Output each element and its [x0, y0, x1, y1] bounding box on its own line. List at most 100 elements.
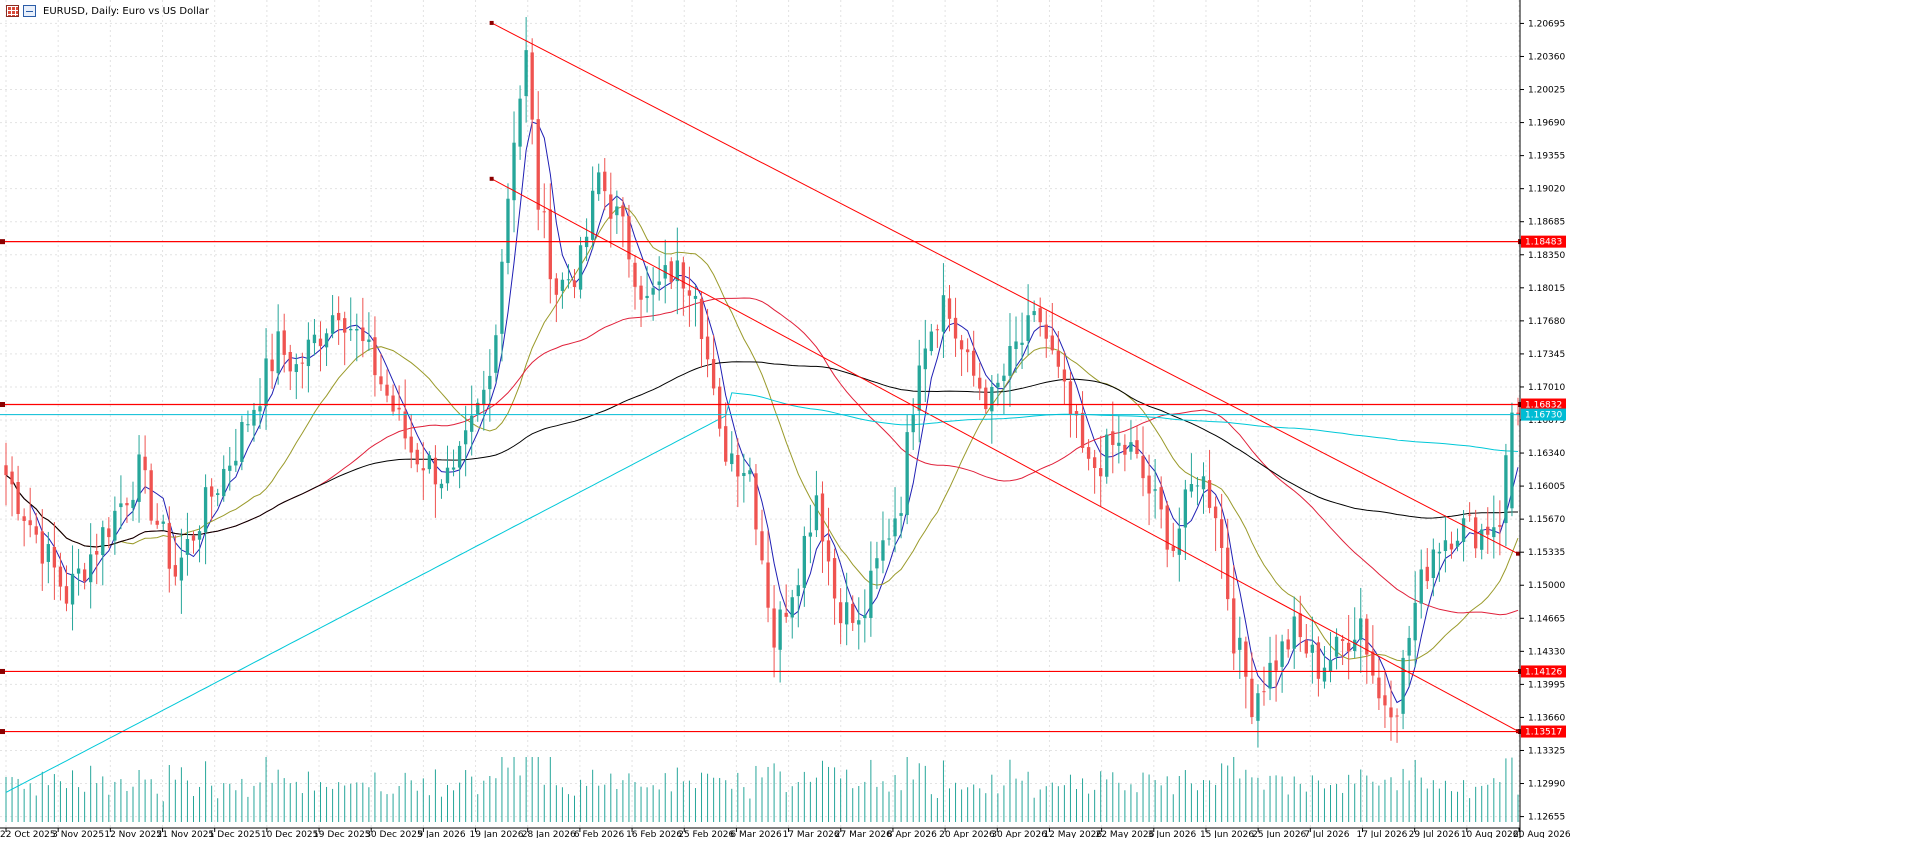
candle-body	[403, 411, 407, 439]
candle-bear	[1371, 625, 1375, 684]
price-tick-label: 1.13325	[1528, 746, 1565, 756]
trendline-anchor	[489, 176, 494, 181]
candle-body	[4, 465, 8, 476]
candle-bull	[1256, 684, 1260, 748]
candle-body	[548, 209, 552, 280]
candle-body	[1467, 514, 1472, 516]
candle-bull	[1461, 510, 1466, 562]
candle-body	[470, 415, 474, 432]
candle-bull	[185, 512, 190, 576]
candle-bear	[1449, 531, 1454, 559]
candle-body	[16, 481, 20, 514]
candle-body	[857, 620, 861, 625]
candle-bear	[173, 535, 178, 586]
date-tick-label: 12 May 2026	[1043, 830, 1102, 838]
candle-bear	[1340, 634, 1345, 666]
candle-body	[615, 206, 619, 216]
candle-body	[1437, 551, 1442, 554]
candle-body	[899, 513, 903, 516]
candle-bull	[470, 385, 474, 456]
date-tick-label: 20 Aug 2026	[1513, 830, 1571, 838]
candle-bear	[1377, 658, 1381, 711]
candle-bear	[155, 503, 159, 529]
candle-bear	[1232, 565, 1236, 671]
candle-body	[10, 471, 14, 485]
candle-body	[76, 568, 81, 574]
price-tick-label: 1.20360	[1528, 52, 1565, 62]
candle-bull	[875, 541, 879, 590]
candle-bear	[361, 297, 365, 358]
candle-bear	[766, 530, 770, 623]
candle-bear	[935, 324, 940, 348]
candle-body	[929, 331, 934, 352]
candle-bear	[282, 313, 286, 373]
candle-body	[1014, 341, 1018, 350]
candle-bull	[482, 370, 486, 431]
price-tick-label: 1.14330	[1528, 647, 1565, 657]
candle-bull	[427, 451, 432, 474]
candle-bull	[1419, 549, 1423, 619]
candle-bull	[46, 531, 50, 584]
price-tick-label: 1.19020	[1528, 185, 1565, 195]
candle-bear	[107, 517, 111, 549]
candle-body	[1111, 431, 1115, 445]
candle-bear	[1365, 614, 1369, 684]
candle-body	[996, 382, 1000, 388]
candle-bull	[1437, 542, 1442, 582]
candle-bull	[258, 378, 262, 429]
candle-body	[40, 531, 44, 564]
chart-title-bar: EURUSD, Daily: Euro vs US Dollar	[6, 3, 209, 19]
candle-body	[597, 172, 601, 195]
candle-body	[1340, 639, 1345, 641]
candle-bull	[578, 236, 583, 299]
date-tick-label: 19 Jan 2026	[470, 830, 524, 838]
candle-body	[228, 465, 232, 471]
candle-body	[324, 333, 329, 348]
candle-bear	[760, 509, 764, 565]
candle-body	[1413, 602, 1417, 641]
candle-bull	[1153, 459, 1157, 519]
chart-window-icon[interactable]	[23, 5, 36, 17]
candle-bull	[324, 328, 329, 367]
candle-body	[1074, 411, 1079, 416]
candle-body	[1105, 434, 1109, 477]
candle-body	[34, 526, 38, 535]
moving-averages	[5, 121, 1519, 793]
candle-bear	[784, 584, 788, 623]
candle-body	[1371, 651, 1375, 676]
candle-bear	[669, 257, 673, 289]
candle-bear	[4, 442, 8, 506]
price-tick-label: 1.14665	[1528, 614, 1565, 624]
candle-bull	[560, 272, 565, 309]
candle-bear	[705, 308, 710, 378]
candle-body	[222, 468, 226, 497]
candle-bull	[1401, 649, 1405, 730]
candle-body	[415, 449, 419, 465]
candle-bear	[1274, 634, 1278, 702]
candle-bull	[1292, 596, 1296, 669]
candle-bear	[681, 256, 686, 316]
candle-body	[1038, 308, 1042, 323]
candle-bull	[923, 319, 927, 402]
candle-bear	[40, 509, 44, 591]
candle-bear	[687, 266, 692, 327]
candle-bull	[881, 511, 885, 574]
date-tick-label: 29 Jul 2026	[1409, 830, 1460, 838]
date-tick-label: 20 Apr 2026	[939, 830, 995, 838]
ma-slow	[5, 297, 1519, 616]
candle-body	[687, 290, 692, 296]
candle-body	[1407, 637, 1411, 656]
candle-body	[1425, 566, 1429, 582]
chart-grid-icon[interactable]	[6, 5, 19, 17]
candle-bear	[28, 487, 32, 538]
candle-bull	[863, 589, 867, 643]
candle-body	[1177, 528, 1181, 555]
candle-bull	[651, 267, 655, 321]
candle-bull	[445, 445, 450, 491]
candle-bear	[1244, 636, 1248, 709]
candle-body	[1474, 517, 1478, 549]
candle-bear	[1486, 507, 1490, 554]
candle-bull	[887, 518, 891, 546]
